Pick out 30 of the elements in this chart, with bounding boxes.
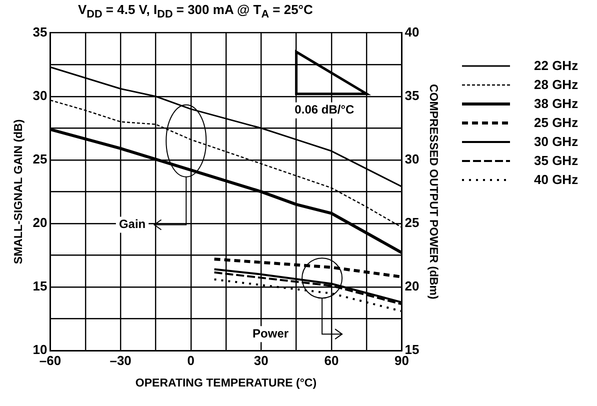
- y-tick-label: 10: [32, 342, 48, 358]
- x-tick-label: –30: [110, 352, 132, 368]
- legend-label: 28 GHz: [534, 77, 578, 92]
- y2-tick-label: 40: [404, 24, 420, 40]
- legend-label: 30 GHz: [534, 134, 578, 149]
- y-tick-label: 35: [32, 24, 48, 40]
- annotation: Gain: [118, 217, 146, 232]
- legend-label: 38 GHz: [534, 96, 578, 111]
- legend-label: 22 GHz: [534, 58, 578, 73]
- y2-tick-label: 25: [404, 215, 420, 230]
- y2-tick-label: 20: [404, 278, 420, 294]
- y2-axis-title: COMPRESSED OUTPUT POWER (dBm): [426, 84, 439, 300]
- x-tick-label: 90: [394, 352, 409, 368]
- y-tick-label: 25: [32, 152, 48, 166]
- chart-title: V$_{DD}$ = 4.5 V, I$_{DD}$ = 300 mA @ T$_{A}$ = 25°C: [78, 2, 314, 21]
- legend-label: 40 GHz: [534, 172, 578, 187]
- y-tick-label: 15: [32, 278, 48, 294]
- y2-tick-label: 35: [404, 88, 420, 103]
- y-tick-label: 20: [32, 215, 48, 230]
- legend-label: 25 GHz: [534, 115, 578, 130]
- legend-label: 35 GHz: [534, 153, 578, 168]
- x-tick-label: 0: [187, 352, 194, 368]
- y-axis-title: SMALL-SIGNAL GAIN (dB): [13, 119, 26, 264]
- y-tick-label: 30: [32, 88, 48, 103]
- annotation: 0.06 dB/°C: [294, 102, 354, 117]
- x-axis-title: OPERATING TEMPERATURE (°C): [135, 377, 317, 390]
- annotation: Power: [252, 326, 289, 340]
- x-tick-label: 60: [324, 352, 339, 368]
- x-tick-label: 30: [254, 352, 268, 368]
- y2-tick-label: 30: [404, 152, 420, 166]
